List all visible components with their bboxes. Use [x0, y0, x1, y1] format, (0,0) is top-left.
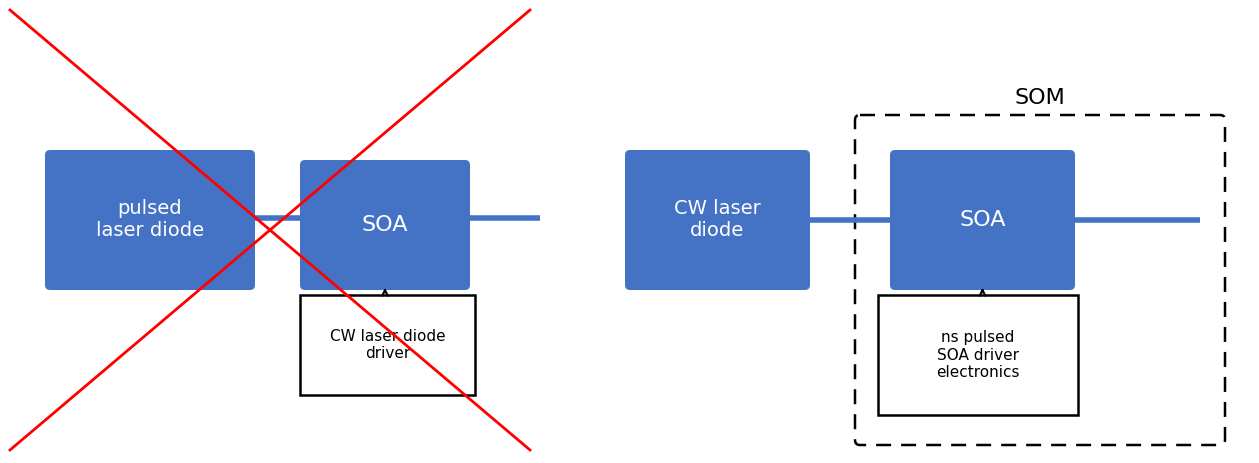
Text: CW laser diode
driver: CW laser diode driver	[330, 329, 446, 361]
FancyBboxPatch shape	[855, 115, 1225, 445]
Text: pulsed
laser diode: pulsed laser diode	[96, 200, 204, 240]
Text: CW laser
diode: CW laser diode	[674, 200, 760, 240]
Text: SOA: SOA	[361, 215, 408, 235]
FancyBboxPatch shape	[890, 150, 1075, 290]
FancyBboxPatch shape	[45, 150, 256, 290]
FancyBboxPatch shape	[300, 160, 470, 290]
Text: ns pulsed
SOA driver
electronics: ns pulsed SOA driver electronics	[937, 330, 1020, 380]
Text: SOM: SOM	[1015, 88, 1065, 108]
FancyBboxPatch shape	[300, 295, 475, 395]
FancyBboxPatch shape	[624, 150, 810, 290]
Text: SOA: SOA	[959, 210, 1006, 230]
FancyBboxPatch shape	[878, 295, 1078, 415]
